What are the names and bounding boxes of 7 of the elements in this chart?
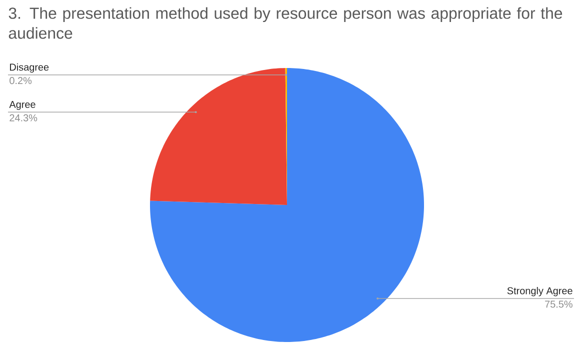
data-label: 75.5%: [545, 300, 572, 308]
slice-label: Disagree: [10, 63, 49, 73]
data-label: 0.2%: [10, 77, 32, 84]
data-label: 24.3%: [10, 114, 38, 122]
slice-label: Strongly Agree: [507, 286, 572, 296]
slice-label: Agree: [9, 100, 36, 110]
chart-title: 3. The presentation method used by resource person was appropriate for the audience: [8, 7, 562, 39]
